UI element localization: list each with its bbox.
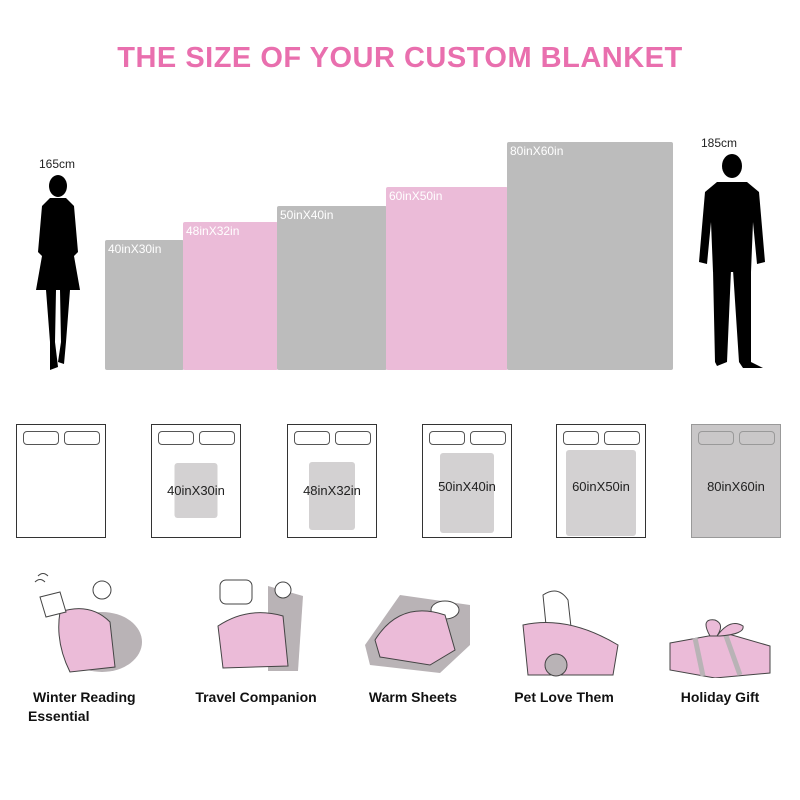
woman-height-label: 165cm [39, 157, 76, 171]
bed-blanket [440, 453, 494, 533]
pillow [294, 431, 330, 445]
pillow [698, 431, 734, 445]
bed-with-blanket: 60inX50in [556, 424, 646, 538]
bed-empty [16, 424, 106, 538]
airplane-seat-icon [217, 579, 303, 671]
man-silhouette-icon [699, 154, 765, 368]
dog-with-blanket-icon [522, 590, 619, 677]
pillow [470, 431, 506, 445]
pillow [739, 431, 775, 445]
use-label-line: Winter Reading [33, 689, 136, 705]
use-label-warm-sheets: Warm Sheets [368, 689, 458, 705]
bed-size-label: 40inX30in [167, 483, 225, 498]
bed-with-blanket: 80inX60in [691, 424, 781, 538]
bed-with-blanket: 48inX32in [287, 424, 377, 538]
blanket-size-bar: 48inX32in [183, 222, 278, 370]
pillow [429, 431, 465, 445]
bed-size-label: 50inX40in [438, 479, 496, 494]
bed-with-blanket: 40inX30in [151, 424, 241, 538]
bed-size-label: 80inX60in [707, 479, 765, 494]
pillow [23, 431, 59, 445]
size-label: 60inX50in [389, 189, 443, 203]
use-label-travel: Travel Companion [195, 689, 317, 705]
size-label: 40inX30in [108, 242, 162, 256]
size-label: 50inX40in [280, 208, 334, 222]
man-height-label: 185cm [701, 136, 738, 150]
bed-blanket [566, 450, 636, 536]
blanket-size-bar: 80inX60in [507, 142, 673, 370]
use-label-line: Essential [28, 708, 90, 724]
gift-box-icon [669, 619, 771, 678]
pillow [64, 431, 100, 445]
page-title: THE SIZE OF YOUR CUSTOM BLANKET [117, 42, 683, 74]
size-label: 80inX60in [510, 144, 564, 158]
use-label-winter-reading: Winter Reading Essential [28, 689, 152, 724]
pillow [158, 431, 194, 445]
use-label-pet: Pet Love Them [514, 689, 614, 705]
blanket-size-bar: 40inX30in [105, 240, 184, 370]
pillow [335, 431, 371, 445]
woman-silhouette-icon [36, 175, 80, 370]
reading-person-icon [34, 573, 142, 673]
sleeping-in-bed-icon [365, 595, 470, 673]
pillow [604, 431, 640, 445]
bed-size-label: 48inX32in [303, 483, 361, 498]
bed-with-blanket: 50inX40in [422, 424, 512, 538]
bed-size-label: 60inX50in [572, 479, 630, 494]
blanket-size-bar: 60inX50in [386, 187, 508, 370]
pillow [563, 431, 599, 445]
blanket-size-bar: 50inX40in [277, 206, 387, 370]
bed-blanket [309, 462, 355, 530]
use-label-holiday-gift: Holiday Gift [680, 689, 760, 705]
bed-blanket [174, 463, 218, 518]
size-label: 48inX32in [186, 224, 240, 238]
pillow [199, 431, 235, 445]
